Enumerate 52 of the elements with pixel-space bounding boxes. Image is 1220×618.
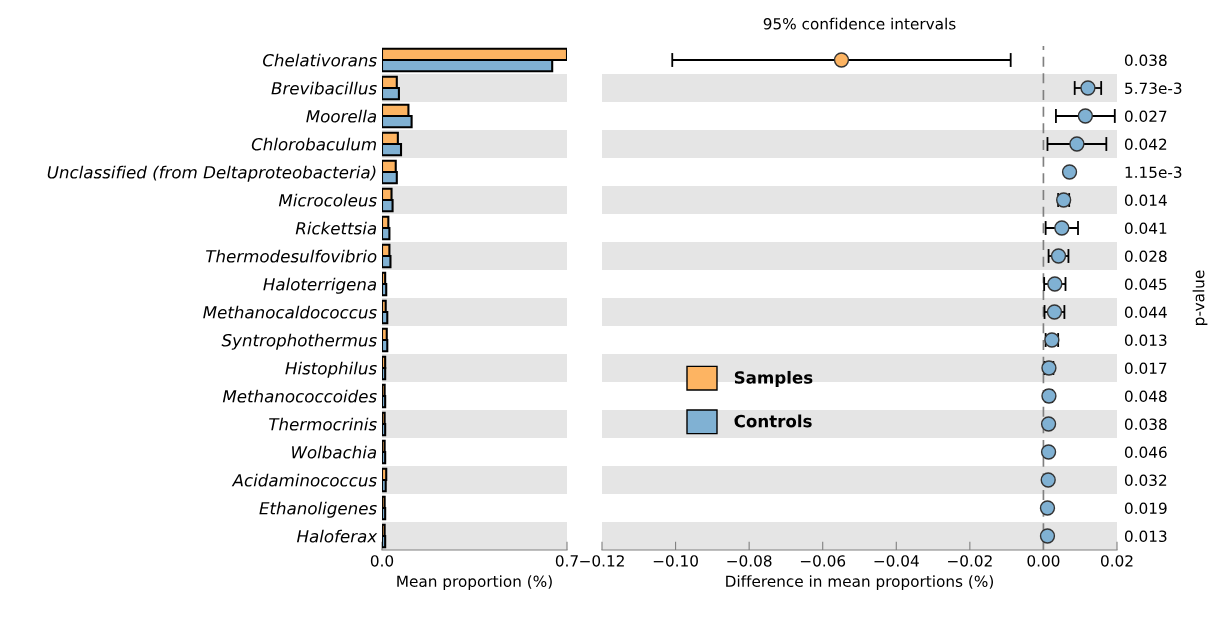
y2-tick-label: 0.032 [1124, 474, 1167, 487]
y2-tick-label: 1.15e-3 [1125, 166, 1182, 179]
y2-tick-label: 0.019 [1124, 502, 1167, 515]
y-tick-label: Haloferax [296, 529, 378, 543]
y2-tick-label: 0.046 [1124, 446, 1167, 459]
y-tick-label: Wolbachia [292, 445, 377, 459]
x-axis-title: Mean proportion (%) [397, 575, 552, 590]
y2-tick-label: 0.027 [1124, 110, 1167, 123]
y2-tick-label: 0.045 [1124, 278, 1167, 291]
y-tick-label: Thermocrinis [269, 417, 377, 431]
x-tick-label: −0.12 [580, 555, 624, 567]
y-tick-label: Chelativorans [263, 53, 377, 67]
y2-tick-label: 0.013 [1124, 334, 1167, 347]
y2-tick-label: 5.73e-3 [1125, 82, 1182, 95]
y-tick-label: Haloterrigena [263, 277, 377, 294]
x-tick-label: −0.10 [653, 555, 698, 567]
y2-tick-label: 0.013 [1124, 530, 1167, 543]
x-axis-title: Difference in mean proportions (%) [726, 575, 994, 590]
y-tick-label: Chlorobaculum [251, 137, 376, 151]
y-tick-label: Histophilus [285, 361, 377, 378]
chart-title: 95% confidence intervals [763, 17, 956, 30]
y-tick-label: Unclassified (from Deltaproteobacteria) [47, 165, 376, 182]
y2-tick-label: 0.028 [1124, 250, 1167, 263]
y-tick-label: Acidaminococcus [231, 473, 377, 487]
x-tick-label: −0.08 [727, 555, 772, 567]
y-tick-label: Syntrophothermus [221, 333, 377, 350]
y2-tick-label: 0.014 [1124, 194, 1167, 207]
x-tick-label: −0.04 [874, 555, 919, 567]
y2-tick-label: 0.042 [1124, 138, 1167, 151]
y2-tick-label: 0.038 [1124, 54, 1167, 67]
legend-label: Controls [734, 414, 812, 428]
y-tick-label: Brevibacillus [271, 81, 377, 95]
x-tick-label: −0.02 [948, 555, 992, 567]
y-tick-label: Moorella [306, 109, 377, 123]
x-tick-label: 0.0 [370, 555, 394, 567]
legend-label: Samples [734, 370, 813, 388]
x-tick-label: −0.06 [800, 555, 846, 567]
y-tick-label: Rickettsia [295, 221, 377, 235]
y-tick-label: Methanococcoides [222, 389, 377, 403]
y-tick-label: Methanocaldococcus [203, 305, 377, 319]
y2-tick-label: 0.041 [1124, 222, 1167, 235]
y-tick-label: Ethanoligenes [259, 501, 377, 518]
y-tick-label: Thermodesulfovibrio [206, 249, 377, 263]
y-tick-label: Microcoleus [278, 193, 377, 207]
x-tick-label: 0.00 [1027, 555, 1060, 567]
y2-tick-label: 0.044 [1124, 306, 1167, 319]
y2-axis-title: p-value [1192, 270, 1208, 325]
y2-tick-label: 0.017 [1124, 362, 1167, 375]
x-tick-label: 0.02 [1101, 555, 1133, 567]
x-tick-label: 0.7 [555, 555, 578, 567]
y2-tick-label: 0.048 [1124, 390, 1167, 403]
y2-tick-label: 0.038 [1124, 418, 1167, 431]
